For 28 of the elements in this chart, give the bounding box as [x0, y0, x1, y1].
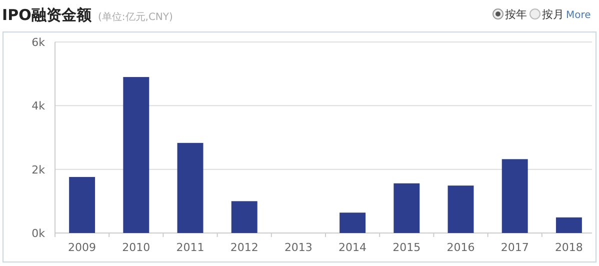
x-tick-label: 2012 [230, 241, 258, 254]
chart-subtitle: (单位:亿元,CNY) [98, 11, 174, 23]
bar [394, 183, 420, 233]
bar [177, 142, 204, 233]
bar [123, 77, 150, 233]
bar [231, 201, 258, 233]
bar [448, 186, 474, 233]
x-tick-label: 2014 [338, 241, 367, 254]
x-tick-label: 2016 [446, 241, 475, 254]
x-tick-label: 2013 [284, 241, 312, 254]
bar [502, 159, 528, 233]
text: 按月 [542, 8, 564, 21]
x-tick-label: 2017 [500, 241, 529, 254]
chart-title: IPO融资金额 [2, 6, 92, 24]
y-tick-label: 6k [32, 36, 46, 49]
bar [69, 176, 96, 233]
x-tick-label: 2011 [176, 241, 204, 254]
x-tick-label: 2015 [392, 241, 421, 254]
y-tick-label: 2k [32, 163, 46, 176]
y-tick-label: 0k [32, 227, 46, 240]
bar [556, 217, 582, 233]
x-tick-label: 2009 [68, 241, 96, 254]
y-tick-label: 4k [32, 100, 46, 113]
text: More [566, 10, 591, 21]
x-tick-label: 2018 [554, 241, 583, 254]
x-tick-label: 2010 [122, 241, 150, 254]
bar [340, 212, 366, 233]
text: 按年 [505, 8, 527, 21]
